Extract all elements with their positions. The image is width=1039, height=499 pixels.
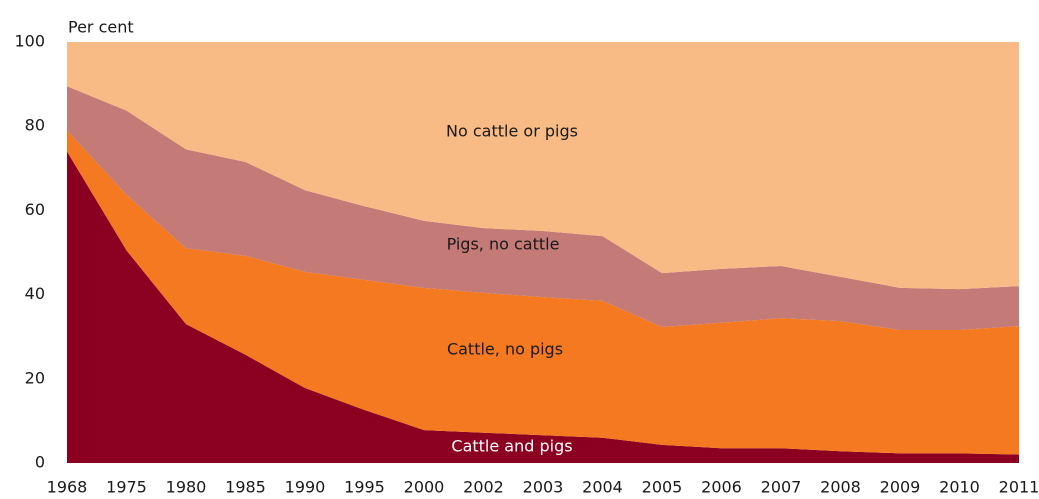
- y-tick-label: 40: [25, 284, 45, 303]
- x-tick-label: 1990: [285, 478, 326, 497]
- x-tick-label: 2007: [761, 478, 802, 497]
- area: [67, 151, 1019, 463]
- y-tick-label: 100: [14, 32, 45, 51]
- series-label: Cattle, no pigs: [447, 340, 563, 359]
- area: [67, 130, 1019, 455]
- x-tick-label: 2000: [404, 478, 445, 497]
- x-tick-label: 2009: [880, 478, 921, 497]
- x-tick-label: 2004: [582, 478, 623, 497]
- series-label: Pigs, no cattle: [447, 235, 560, 254]
- y-tick-label: 60: [25, 200, 45, 219]
- area: [67, 42, 1019, 290]
- x-tick-label: 2011: [999, 478, 1039, 497]
- x-tick-label: 2006: [701, 478, 742, 497]
- y-tick-label: 20: [25, 368, 45, 387]
- x-tick-label: 1968: [47, 478, 88, 497]
- x-tick-label: 2003: [523, 478, 564, 497]
- series-label: Cattle and pigs: [451, 437, 572, 456]
- series-label: No cattle or pigs: [446, 122, 578, 141]
- y-axis-label: Per cent: [68, 18, 134, 37]
- area: [67, 86, 1019, 330]
- x-tick-label: 2008: [820, 478, 861, 497]
- x-tick-label: 1995: [344, 478, 385, 497]
- x-tick-label: 2005: [642, 478, 683, 497]
- x-tick-label: 2010: [939, 478, 980, 497]
- y-tick-label: 80: [25, 116, 45, 135]
- x-tick-label: 1980: [166, 478, 207, 497]
- x-tick-label: 1975: [106, 478, 147, 497]
- x-tick-label: 1985: [225, 478, 266, 497]
- x-tick-label: 2002: [463, 478, 504, 497]
- y-tick-label: 0: [35, 453, 45, 472]
